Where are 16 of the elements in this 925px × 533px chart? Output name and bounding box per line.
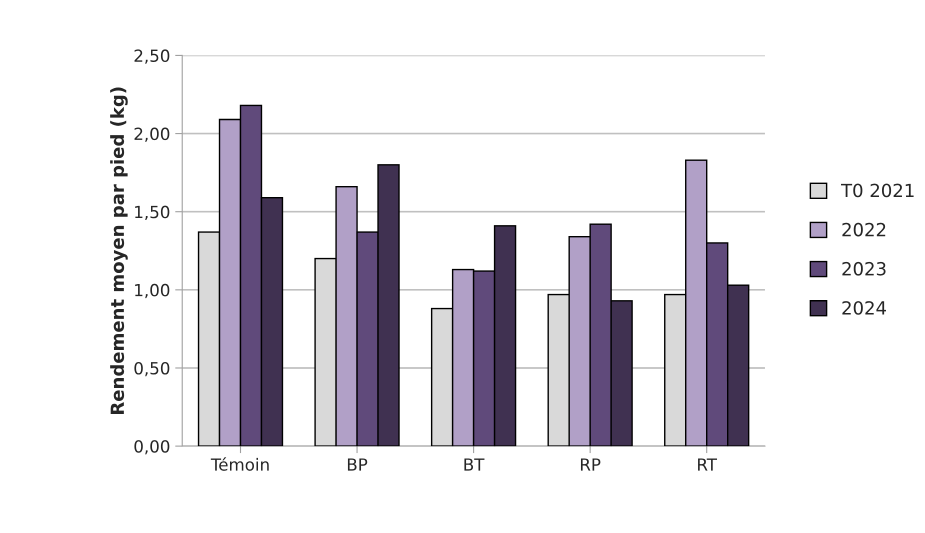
x-tick-label: RT	[698, 458, 718, 471]
legend-label: 2022	[842, 222, 886, 236]
x-tick-label: Témoin	[210, 457, 269, 471]
y-tick-label: 0,00	[134, 440, 170, 454]
y-tick-label: 1,00	[135, 284, 170, 298]
x-tick-label: RP	[580, 458, 600, 471]
x-tick-label: BT	[464, 458, 484, 471]
y-axis-title: Rendement moyen par pied (kg)	[110, 87, 128, 414]
y-tick-label: 2,50	[134, 49, 170, 64]
y-tick-label: 1,50	[135, 206, 170, 220]
y-tick-label: 2,00	[134, 128, 170, 142]
legend-label: T0 2021	[841, 184, 914, 198]
legend-label: 2024	[842, 301, 886, 315]
legend-label: 2023	[842, 262, 886, 276]
y-tick-label: 0,50	[134, 362, 170, 376]
x-tick-label: BP	[348, 458, 368, 471]
